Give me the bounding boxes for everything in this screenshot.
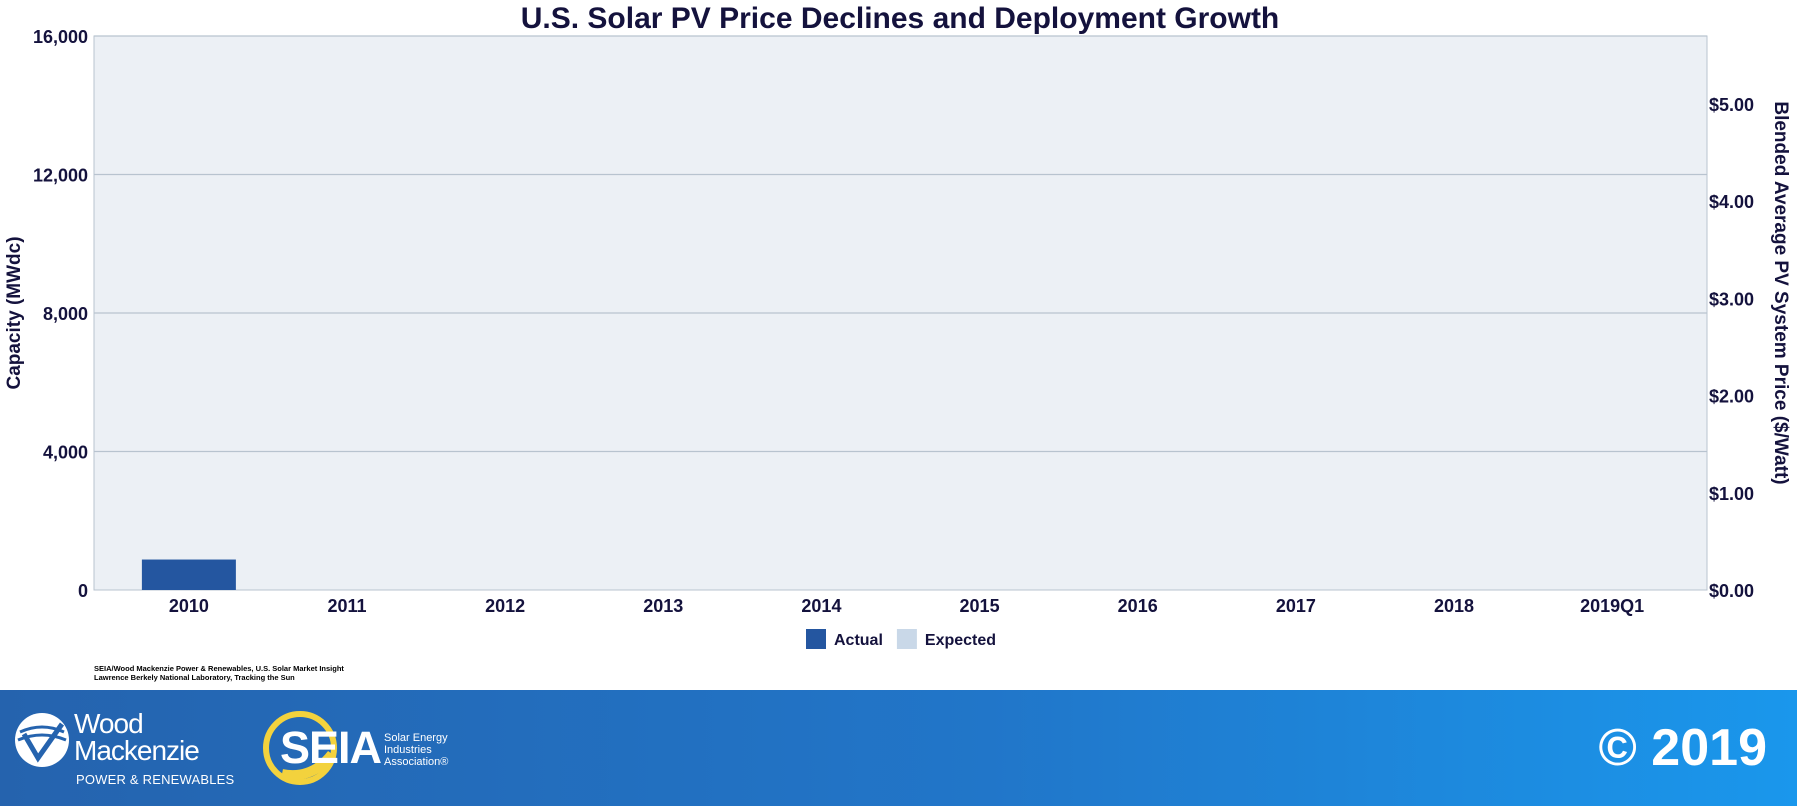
x-tick-label: 2013 — [643, 596, 683, 616]
y-tick-label: 16,000 — [33, 27, 88, 47]
seia-desc-line-3: Association® — [384, 756, 449, 768]
wood-mackenzie-name: Wood Mackenzie — [74, 708, 200, 766]
x-tick-label: 2012 — [485, 596, 525, 616]
y2-tick-label: $2.00 — [1709, 387, 1754, 407]
legend-swatch-actual — [806, 629, 826, 649]
y-tick-label: 12,000 — [33, 166, 88, 186]
source-note: SEIA/Wood Mackenzie Power & Renewables, … — [94, 664, 344, 682]
seia-desc-line-2: Industries — [384, 744, 432, 756]
copyright-year: © 2019 — [1598, 719, 1767, 777]
y2-tick-label: $0.00 — [1709, 581, 1754, 601]
chart-svg: U.S. Solar PV Price Declines and Deploym… — [4, 2, 1791, 649]
x-tick-label: 2011 — [327, 596, 366, 616]
seia-wordmark: SEIA — [280, 722, 382, 773]
wood-mackenzie-logo: Wood Mackenzie POWER & RENEWABLES — [14, 710, 244, 805]
y2-axis-title: Blended Average PV System Price ($/Watt) — [1770, 101, 1791, 484]
bar-actual — [141, 559, 236, 590]
wm-name-line-1: Wood — [74, 708, 144, 739]
seia-description: Solar Energy Industries Association® — [384, 732, 448, 768]
source-line-2: Lawrence Berkely National Laboratory, Tr… — [94, 673, 295, 682]
y2-tick-label: $1.00 — [1709, 484, 1754, 504]
wm-name-line-2: Mackenzie — [74, 735, 200, 766]
source-line-1: SEIA/Wood Mackenzie Power & Renewables, … — [94, 664, 344, 673]
seia-logo: SEIA Solar Energy Industries Association… — [262, 710, 462, 790]
x-tick-label: 2016 — [1118, 596, 1158, 616]
y2-tick-label: $4.00 — [1709, 192, 1754, 212]
y-axis-title: Capacity (MWdc) — [4, 236, 25, 389]
y2-tick-label: $3.00 — [1709, 289, 1754, 309]
seia-desc-line-1: Solar Energy — [384, 732, 448, 744]
chart-title: U.S. Solar PV Price Declines and Deploym… — [521, 2, 1280, 35]
y-tick-label: 4,000 — [43, 443, 88, 463]
x-tick-label: 2018 — [1434, 596, 1474, 616]
y-tick-label: 0 — [78, 581, 88, 601]
legend-label-expected: Expected — [925, 632, 996, 649]
y-tick-label: 8,000 — [43, 304, 88, 324]
chart-area: U.S. Solar PV Price Declines and Deploym… — [4, 2, 1791, 649]
x-tick-label: 2017 — [1276, 596, 1316, 616]
x-tick-label: 2015 — [960, 596, 1000, 616]
footer-banner: Wood Mackenzie POWER & RENEWABLES SEIA S… — [0, 690, 1797, 806]
x-tick-label: 2019Q1 — [1580, 596, 1644, 616]
x-tick-label: 2014 — [801, 596, 841, 616]
y2-tick-label: $5.00 — [1709, 95, 1754, 115]
seia-sun-icon — [263, 711, 337, 785]
legend-swatch-expected — [896, 629, 917, 649]
wood-mackenzie-mark-icon — [15, 713, 69, 767]
legend-label-actual: Actual — [834, 632, 883, 649]
x-tick-label: 2010 — [169, 596, 209, 616]
wood-mackenzie-subtitle: POWER & RENEWABLES — [76, 772, 235, 787]
